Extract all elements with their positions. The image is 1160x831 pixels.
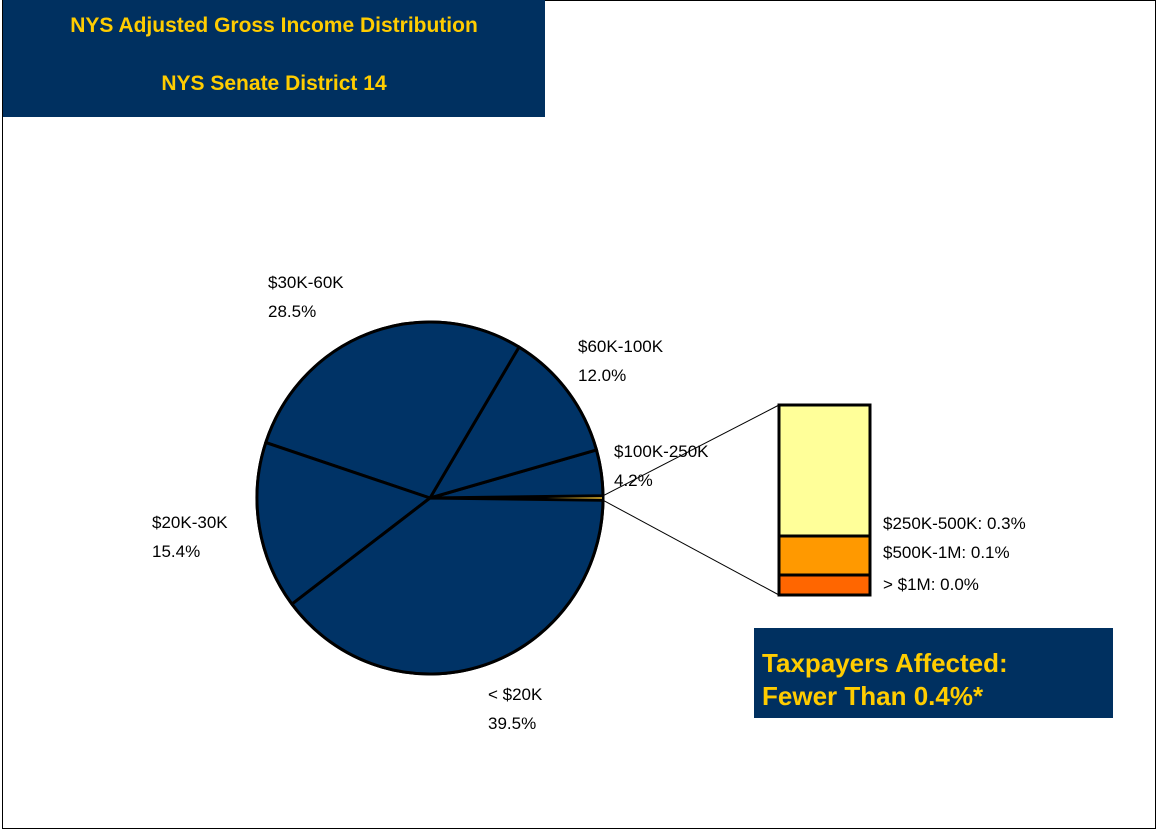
callout-line-1: Taxpayers Affected: [762, 648, 1008, 678]
slice-value-20k: 39.5% [488, 714, 536, 733]
bar-label-250k-500k: $250K-500K: 0.3% [883, 514, 1026, 533]
slice-label-30k-60k: $30K-60K [268, 273, 344, 292]
slice-value-60k-100k: 12.0% [578, 366, 626, 385]
bar-segment-1m [777, 573, 872, 597]
callout-line-2: Fewer Than 0.4%* [762, 681, 984, 711]
detail-bar: $250K-500K: 0.3% $500K-1M: 0.1% > $1M: 0.0… [777, 403, 1026, 597]
slice-20k [289, 496, 605, 676]
bar-segment-500k-1m [777, 534, 872, 577]
slice-label-20k: < $20K [488, 685, 543, 704]
connector-lines [602, 404, 780, 596]
bar-segment-250k-500k [777, 403, 872, 538]
slice-30k-60k [263, 320, 522, 500]
slice-value-20k-30k: 15.4% [152, 542, 200, 561]
slice-20k-30k [255, 440, 434, 607]
slice-label-100k-250k: $100K-250K [614, 442, 709, 461]
bar-label-1m: > $1M: 0.0% [883, 575, 979, 594]
connector-line-bottom [602, 499, 780, 596]
chart-title: NYS Adjusted Gross Income Distribution [70, 14, 478, 37]
callout-box: Taxpayers Affected: Fewer Than 0.4%* [754, 628, 1113, 718]
chart-subtitle: NYS Senate District 14 [161, 72, 387, 95]
slice-label-20k-30k: $20K-30K [152, 513, 228, 532]
bar-label-500k-1m: $500K-1M: 0.1% [883, 543, 1010, 562]
slice-60k-100k [426, 345, 599, 501]
pie-slices [255, 320, 605, 676]
title-banner: NYS Adjusted Gross Income Distribution N… [3, 0, 545, 117]
connector-line-top [602, 404, 780, 497]
slice-label-60k-100k: $60K-100K [578, 337, 664, 356]
slice-value-30k-60k: 28.5% [268, 302, 316, 321]
